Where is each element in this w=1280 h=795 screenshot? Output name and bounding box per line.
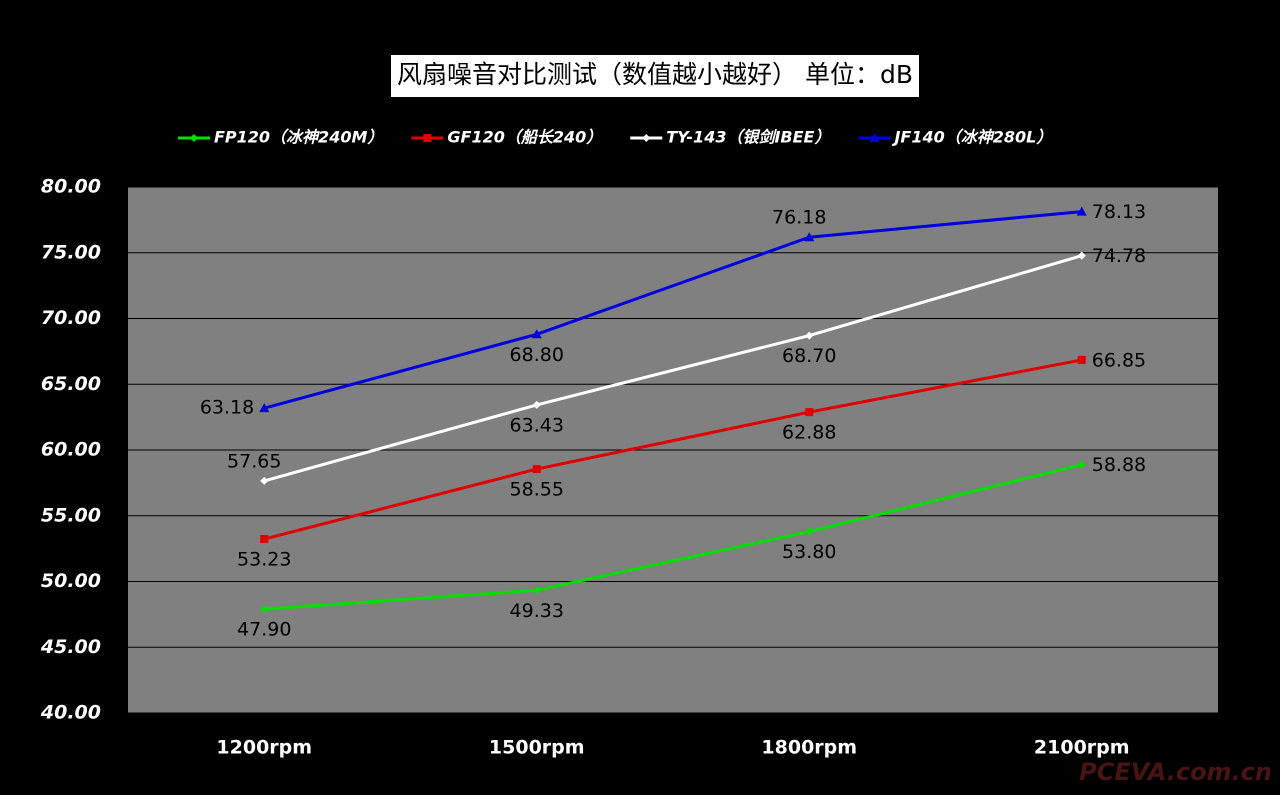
y-tick-label: 60.00 (41, 439, 101, 461)
marker (1077, 460, 1086, 469)
marker (1077, 355, 1086, 364)
marker (869, 133, 880, 142)
data-label: 66.85 (1092, 349, 1146, 371)
watermark: PCEVA.com.cn (1079, 758, 1272, 786)
legend-label: FP120（冰神240M） (214, 128, 383, 147)
marker (260, 605, 269, 614)
marker (423, 134, 432, 142)
data-label: 58.88 (1092, 454, 1146, 476)
marker (532, 586, 541, 595)
marker (531, 329, 542, 339)
marker (642, 134, 651, 142)
data-label: 76.18 (772, 207, 826, 229)
data-label: 74.78 (1092, 245, 1146, 267)
data-label: 62.88 (782, 422, 836, 444)
y-tick-label: 80.00 (41, 176, 101, 198)
data-label: 58.55 (510, 479, 564, 501)
legend-label: TY-143（银剑IBEE） (666, 128, 830, 147)
y-tick-label: 50.00 (41, 570, 101, 592)
marker (190, 134, 198, 142)
data-label: 57.65 (227, 450, 281, 472)
y-tick-label: 55.00 (41, 504, 101, 526)
marker (805, 331, 814, 340)
marker (1077, 251, 1086, 260)
marker (260, 535, 269, 544)
data-label: 47.90 (237, 619, 291, 641)
data-label: 68.80 (510, 344, 564, 366)
y-tick-label: 40.00 (40, 702, 101, 724)
chart-title: 风扇噪音对比测试（数值越小越好） 单位：dB (397, 60, 913, 89)
data-label: 53.80 (782, 541, 836, 563)
marker (259, 403, 270, 413)
marker (804, 232, 815, 242)
marker (260, 476, 269, 485)
y-tick-label: 70.00 (41, 307, 101, 329)
marker (805, 527, 814, 536)
marker (805, 408, 814, 417)
series-line (263, 254, 1083, 483)
x-tick-label: 2100rpm (1034, 737, 1130, 759)
marker (1076, 206, 1087, 216)
marker (532, 465, 541, 474)
data-label: 68.70 (782, 345, 836, 367)
x-tick-label: 1200rpm (216, 737, 312, 759)
title-box (391, 55, 919, 97)
data-label: 53.23 (237, 549, 291, 571)
series-line (264, 463, 1083, 611)
data-label: 49.33 (510, 600, 564, 622)
y-tick-label: 65.00 (41, 373, 101, 395)
x-tick-label: 1500rpm (489, 737, 585, 759)
data-label: 78.13 (1092, 201, 1146, 223)
data-label: 63.43 (510, 414, 564, 436)
y-tick-label: 45.00 (40, 636, 101, 658)
x-tick-label: 1800rpm (761, 737, 857, 759)
marker (532, 400, 541, 409)
y-tick-label: 75.00 (41, 241, 101, 263)
series-line (263, 210, 1082, 410)
legend-label: GF120（船长240） (447, 128, 602, 147)
series-line (263, 358, 1083, 541)
data-label: 63.18 (200, 397, 254, 419)
legend-label: JF140（冰神280L） (891, 128, 1052, 147)
